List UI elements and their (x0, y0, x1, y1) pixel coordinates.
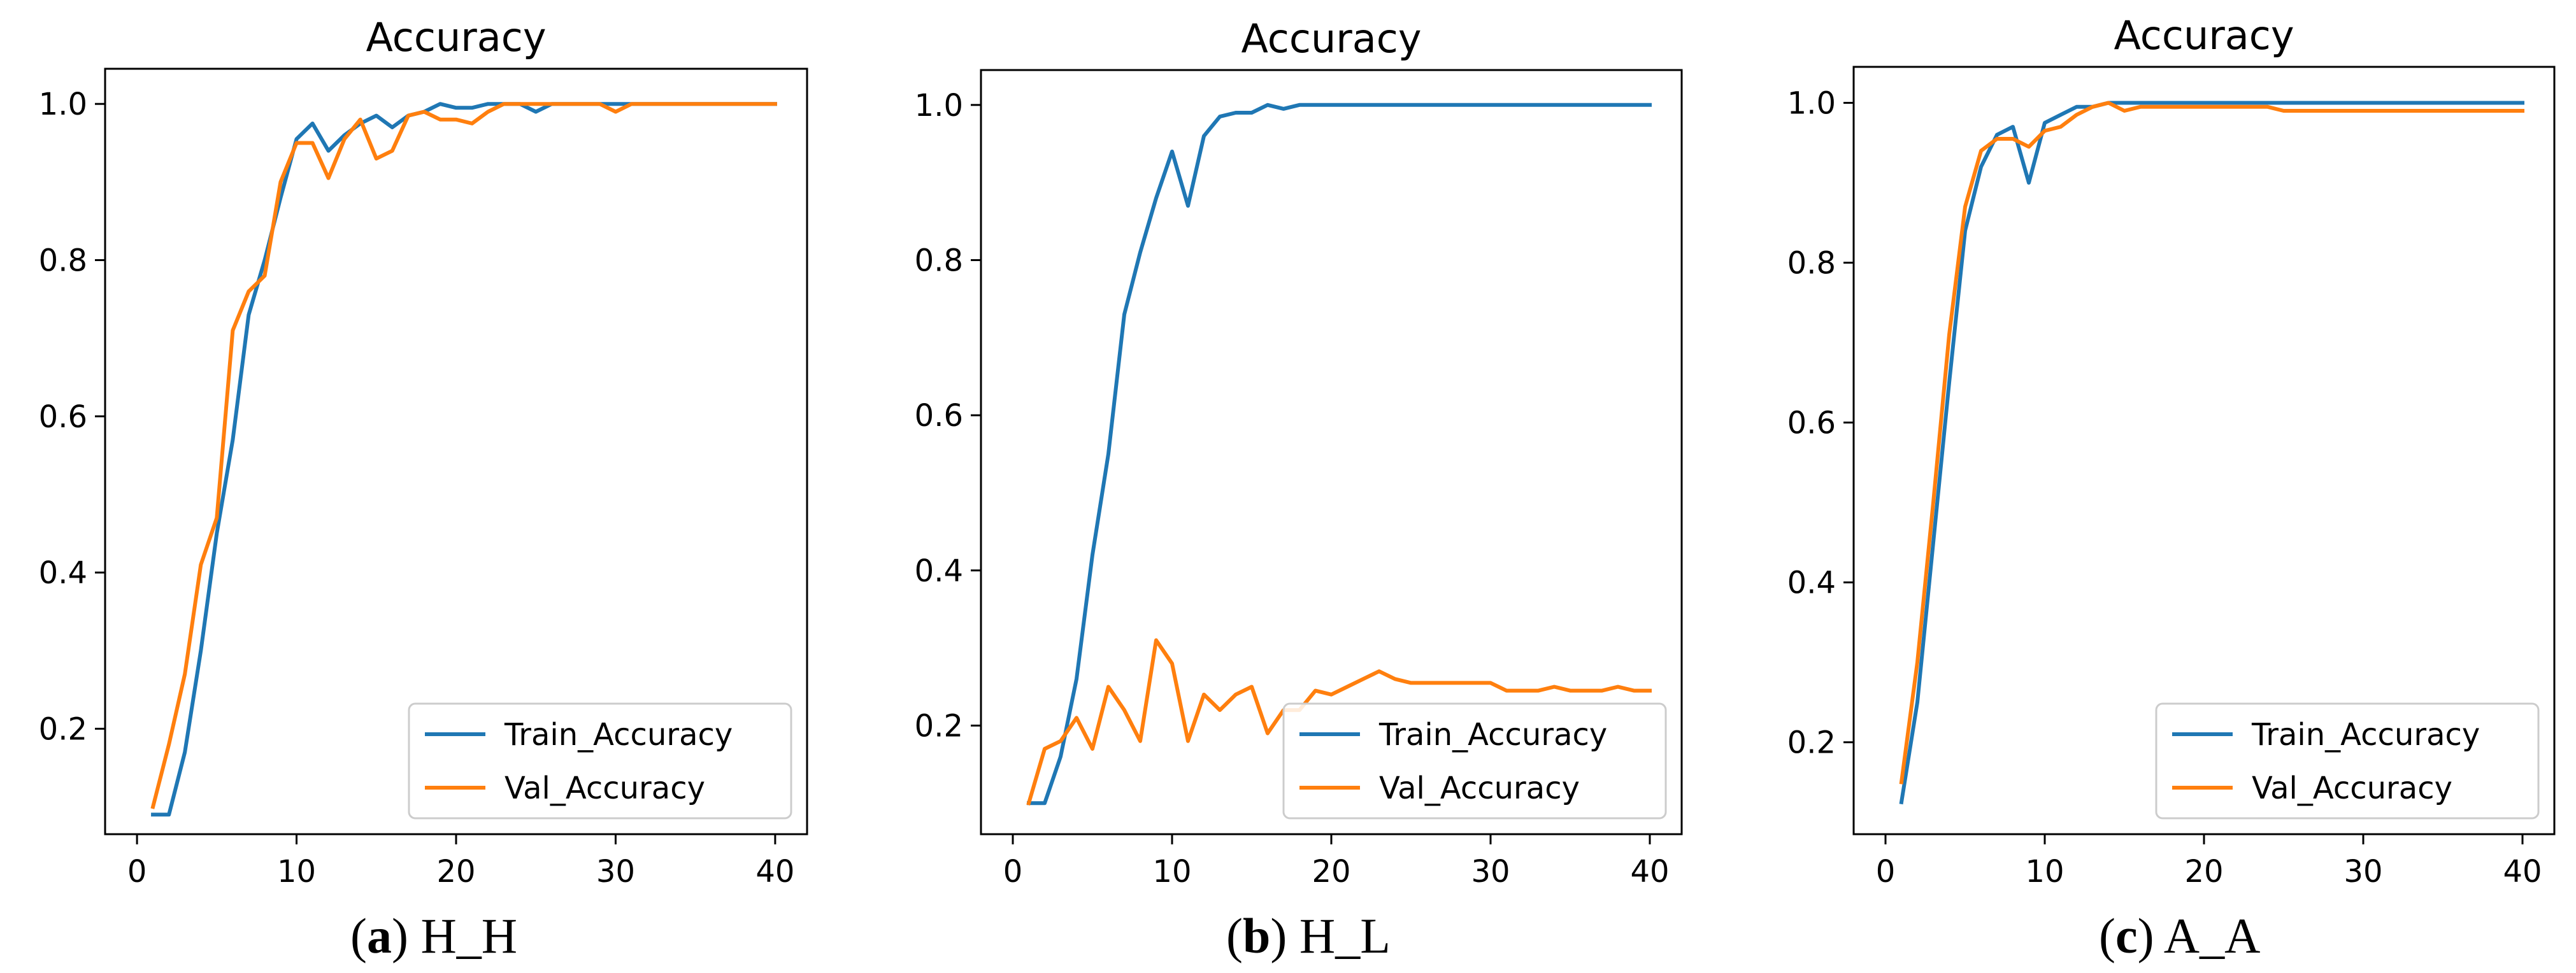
x-tick-label: 30 (2343, 854, 2382, 890)
series-line-train-accuracy (1899, 101, 2524, 805)
chart-title: Accuracy (1241, 15, 1421, 62)
caption-c: (c) A_A (2099, 908, 2261, 963)
x-tick-label: 0 (1003, 854, 1023, 890)
y-tick-label: 0.8 (39, 243, 87, 279)
legend: Train_Accuracy Val_Accuracy (408, 702, 792, 820)
x-tick-label: 0 (1876, 854, 1896, 890)
x-tick-label: 40 (1630, 854, 1669, 890)
chart-panel-1: Accuracy 0 10 20 30 40 0.2 0.4 0.6 0.8 1.0 Train_Ac… (915, 15, 1683, 890)
caption-text-a: H_H (408, 908, 518, 963)
series-line-val-accuracy (150, 102, 777, 809)
legend-label-val-accuracy: Val_Accuracy (2252, 771, 2452, 806)
x-tick-label: 40 (755, 854, 794, 890)
caption-letter-c: c (2115, 908, 2138, 963)
x-tick-label: 20 (2184, 854, 2223, 890)
x-tick-label: 30 (1471, 854, 1510, 890)
series-line-val-accuracy (1899, 101, 2524, 785)
legend: Train_Accuracy Val_Accuracy (1282, 702, 1667, 820)
x-tick-label: 30 (596, 854, 635, 890)
legend-box (408, 702, 792, 820)
y-tick-label: 0.4 (915, 553, 963, 589)
caption-a: (a) H_H (350, 908, 518, 963)
y-tick-label: 0.2 (39, 711, 87, 747)
legend-label-val-accuracy: Val_Accuracy (504, 771, 705, 806)
y-tick-label: 0.6 (1787, 406, 1836, 441)
series-line-train-accuracy (1027, 103, 1652, 806)
y-tick-label: 0.2 (915, 708, 963, 744)
legend-label-val-accuracy: Val_Accuracy (1379, 771, 1580, 806)
caption-text-b: H_L (1287, 908, 1391, 963)
legend-box (2155, 702, 2540, 820)
y-tick-label: 0.8 (915, 243, 963, 278)
caption-letter-b: b (1242, 908, 1271, 963)
legend-label-train-accuracy: Train_Accuracy (2251, 717, 2480, 753)
x-tick-label: 20 (1312, 854, 1350, 890)
y-tick-label: 0.8 (1787, 246, 1836, 281)
caption-letter-a: a (366, 908, 392, 963)
x-tick-label: 10 (1152, 854, 1191, 890)
y-tick-label: 1.0 (1787, 85, 1836, 121)
y-tick-label: 0.6 (39, 399, 87, 435)
chart-panel-0: Accuracy 0 10 20 30 40 0.2 0.4 0.6 0.8 1.0 Train_Ac… (39, 14, 808, 890)
legend-label-train-accuracy: Train_Accuracy (1378, 717, 1607, 753)
x-tick-label: 10 (2025, 854, 2064, 890)
y-tick-label: 1.0 (915, 88, 963, 124)
legend-box (1282, 702, 1667, 820)
series-line-val-accuracy (1026, 638, 1652, 806)
y-tick-label: 0.4 (1787, 565, 1836, 601)
chart-panel-2: Accuracy 0 10 20 30 40 0.2 0.4 0.6 0.8 1.0 Train_Ac… (1787, 12, 2556, 890)
caption-text-c: A_A (2154, 908, 2261, 963)
y-tick-label: 1.0 (39, 87, 87, 122)
x-tick-label: 10 (277, 854, 316, 890)
x-tick-label: 0 (127, 854, 147, 890)
legend-label-train-accuracy: Train_Accuracy (504, 717, 733, 753)
y-tick-label: 0.2 (1787, 725, 1836, 761)
x-tick-label: 20 (436, 854, 475, 890)
legend: Train_Accuracy Val_Accuracy (2155, 702, 2540, 820)
chart-title: Accuracy (2114, 12, 2294, 59)
y-tick-label: 0.6 (915, 398, 963, 434)
caption-b: (b) H_L (1226, 908, 1391, 963)
chart-title: Accuracy (366, 14, 546, 60)
y-tick-label: 0.4 (39, 555, 87, 591)
x-tick-label: 40 (2503, 854, 2542, 890)
